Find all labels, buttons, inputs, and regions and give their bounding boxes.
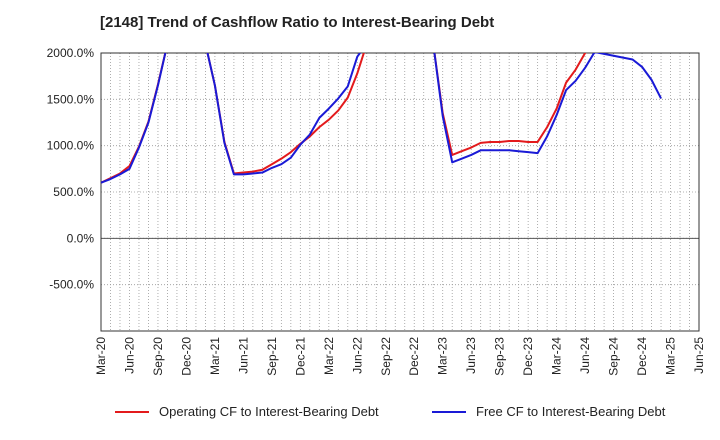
x-tick-label: Sep-23 — [493, 337, 507, 376]
y-tick-label: 0.0% — [67, 231, 95, 245]
x-tick-label: Sep-22 — [379, 337, 393, 376]
x-tick-label: Mar-25 — [664, 337, 678, 375]
x-tick-label: Jun-21 — [236, 337, 250, 374]
x-tick-label: Jun-24 — [578, 337, 592, 374]
x-tick-label: Mar-23 — [436, 337, 450, 375]
y-tick-label: 1000.0% — [47, 139, 95, 153]
legend-swatch-free-cf — [432, 410, 466, 413]
x-tick-label: Dec-20 — [179, 337, 193, 376]
series-line-operating-cf — [101, 53, 167, 184]
x-tick-label: Mar-20 — [94, 337, 108, 375]
series-line-free-cf — [433, 53, 662, 164]
x-tick-label: Jun-25 — [692, 337, 706, 374]
plot-frame — [100, 52, 700, 332]
series-line-operating-cf — [433, 53, 587, 156]
legend-swatch-operating-cf — [115, 410, 149, 413]
series-line-free-cf — [206, 53, 362, 176]
x-tick-label: Mar-22 — [322, 337, 336, 375]
y-tick-label: 2000.0% — [47, 46, 95, 60]
x-tick-label: Sep-24 — [607, 337, 621, 376]
legend-item-free-cf: Free CF to Interest-Bearing Debt — [432, 404, 665, 419]
chart-title: [2148] Trend of Cashflow Ratio to Intere… — [100, 14, 495, 31]
x-tick-label: Jun-20 — [122, 337, 136, 374]
x-tick-label: Dec-22 — [407, 337, 421, 376]
series-line-free-cf — [101, 53, 167, 184]
x-tick-label: Dec-23 — [521, 337, 535, 376]
y-tick-label: 1500.0% — [47, 92, 95, 106]
legend-label-operating-cf: Operating CF to Interest-Bearing Debt — [159, 404, 379, 419]
x-tick-label: Mar-21 — [208, 337, 222, 375]
x-tick-label: Dec-24 — [635, 337, 649, 376]
x-tick-label: Sep-20 — [151, 337, 165, 376]
x-tick-label: Jun-22 — [350, 337, 364, 374]
legend: Operating CF to Interest-Bearing Debt Fr… — [0, 404, 720, 424]
y-tick-label: -500.0% — [49, 278, 94, 292]
y-tick-label: 500.0% — [53, 185, 94, 199]
x-tick-label: Jun-23 — [464, 337, 478, 374]
legend-label-free-cf: Free CF to Interest-Bearing Debt — [476, 404, 666, 419]
series-line-operating-cf — [206, 53, 365, 175]
x-tick-label: Sep-21 — [265, 337, 279, 376]
x-tick-label: Dec-21 — [293, 337, 307, 376]
legend-item-operating-cf: Operating CF to Interest-Bearing Debt — [115, 404, 379, 419]
x-tick-label: Mar-24 — [550, 337, 564, 375]
